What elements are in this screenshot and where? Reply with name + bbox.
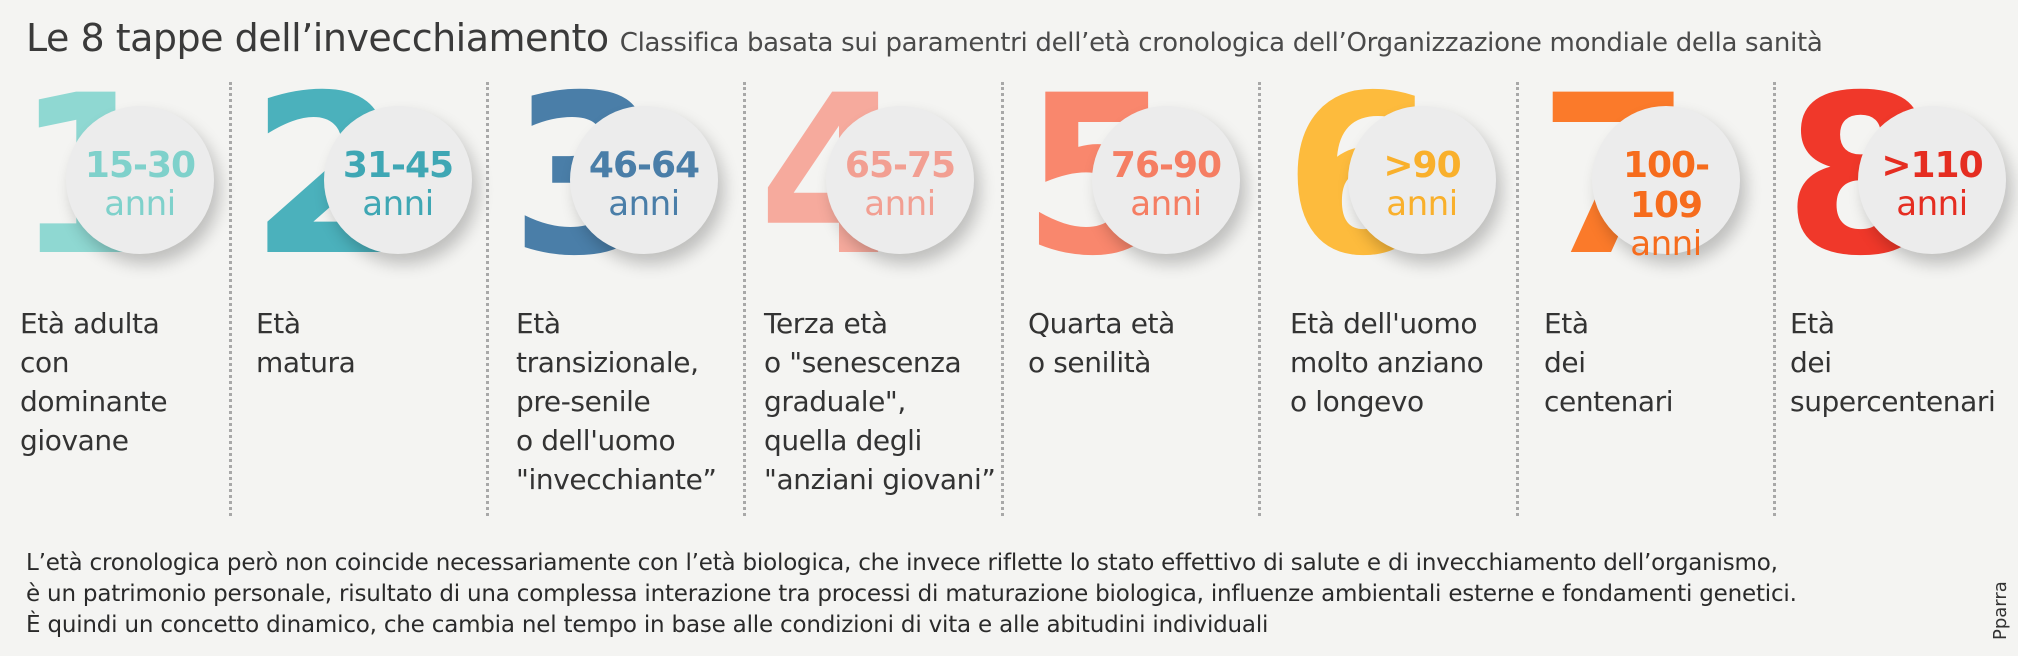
description-line: dominante: [20, 385, 168, 418]
age-range-circle: 76-90 anni: [1092, 106, 1240, 254]
age-range-circle: 15-30 anni: [66, 106, 214, 254]
age-range: 15-30: [84, 145, 196, 186]
age-unit: anni: [362, 184, 434, 224]
age-range-circle: 65-75 anni: [826, 106, 974, 254]
dotted-divider: [229, 82, 232, 516]
description-line: Quarta età: [1028, 307, 1175, 340]
description-line: Età dell'uomo: [1290, 307, 1478, 340]
age-unit: anni: [1386, 184, 1458, 224]
description-line: Età: [1544, 307, 1589, 340]
description-line: Età: [256, 307, 301, 340]
description-line: transizionale,: [516, 346, 699, 379]
dotted-divider: [1258, 82, 1261, 516]
description-line: supercentenari: [1790, 385, 1996, 418]
age-range-circle: 46-64 anni: [570, 106, 718, 254]
description-line: o dell'uomo: [516, 424, 676, 457]
description-line: o senilità: [1028, 346, 1152, 379]
dotted-divider: [743, 82, 746, 516]
age-range: 31-45: [342, 145, 454, 186]
dotted-divider: [486, 82, 489, 516]
description-line: o longevo: [1290, 385, 1424, 418]
description-line: Terza età: [764, 307, 888, 340]
description-line: matura: [256, 346, 356, 379]
stage-3: 3 46-64 anni Etàtransizionale,pre-senile…: [510, 66, 766, 518]
description-line: pre-senile: [516, 385, 651, 418]
age-range-circle: >110 anni: [1858, 106, 2006, 254]
stage-description: Quarta età o senilità: [1028, 304, 1278, 382]
description-line: dei: [1790, 346, 1832, 379]
stage-description: Età dei centenari: [1544, 304, 1794, 421]
age-unit: anni: [608, 184, 680, 224]
description-line: Età: [1790, 307, 1835, 340]
stage-description: Terza età o "senescenza graduale", quella d…: [764, 304, 1014, 499]
age-unit: anni: [1896, 184, 1968, 224]
age-range: 76-90: [1110, 145, 1222, 186]
footer-line: è un patrimonio personale, risultato di …: [26, 581, 1797, 607]
description-line: giovane: [20, 424, 129, 457]
page-subtitle: Classifica basata sui paramentri dell’et…: [619, 28, 1823, 58]
dotted-divider: [1001, 82, 1004, 516]
stages-row: 1 15-30 anni Età adultacondominantegiova…: [0, 66, 2018, 518]
stage-description: Età dell'uomo molto anziano o longevo: [1290, 304, 1540, 421]
description-line: quella degli: [764, 424, 922, 457]
age-range-circle: >90 anni: [1348, 106, 1496, 254]
age-range-circle: 100-109 anni: [1592, 106, 1740, 262]
stage-description: Età adulta con dominante giovane: [20, 304, 270, 460]
age-unit: anni: [1130, 184, 1202, 224]
author-credit: Pparra: [1990, 581, 2011, 640]
description-line: "anziani giovani”: [764, 463, 996, 496]
footer-line: L’età cronologica però non coincide nece…: [26, 550, 1778, 576]
header: Le 8 tappe dell’invecchiamento Classific…: [26, 16, 1823, 60]
stage-description: Età dei supercentenari: [1790, 304, 2018, 421]
footer-note: L’età cronologica però non coincide nece…: [26, 548, 1797, 641]
age-range-circle: 31-45 anni: [324, 106, 472, 254]
age-range: 100-109: [1622, 145, 1710, 226]
age-range: >110: [1881, 145, 1983, 186]
description-line: graduale",: [764, 385, 906, 418]
age-range: >90: [1383, 145, 1461, 186]
stage-1: 1 15-30 anni Età adultacondominantegiova…: [14, 66, 270, 518]
age-range: 46-64: [588, 145, 700, 186]
description-line: Età adulta: [20, 307, 160, 340]
stage-description: Età matura: [256, 304, 506, 382]
description-line: molto anziano: [1290, 346, 1484, 379]
footer-line: È quindi un concetto dinamico, che cambi…: [26, 612, 1269, 638]
description-line: Età: [516, 307, 561, 340]
description-line: con: [20, 346, 70, 379]
page-title: Le 8 tappe dell’invecchiamento: [26, 16, 609, 60]
description-line: o "senescenza: [764, 346, 962, 379]
description-line: centenari: [1544, 385, 1674, 418]
dotted-divider: [1773, 82, 1776, 516]
description-line: dei: [1544, 346, 1586, 379]
stage-8: 8 >110 anni Età dei supercentenari: [1784, 66, 2018, 518]
description-line: "invecchiante”: [516, 463, 717, 496]
dotted-divider: [1516, 82, 1519, 516]
stage-description: Età transizionale, pre-senile o dell'uomo "i…: [516, 304, 766, 499]
age-range: 65-75: [844, 145, 956, 186]
age-unit: anni: [1630, 224, 1702, 264]
age-unit: anni: [864, 184, 936, 224]
stage-2: 2 31-45 anni Età matura: [250, 66, 506, 518]
age-unit: anni: [104, 184, 176, 224]
